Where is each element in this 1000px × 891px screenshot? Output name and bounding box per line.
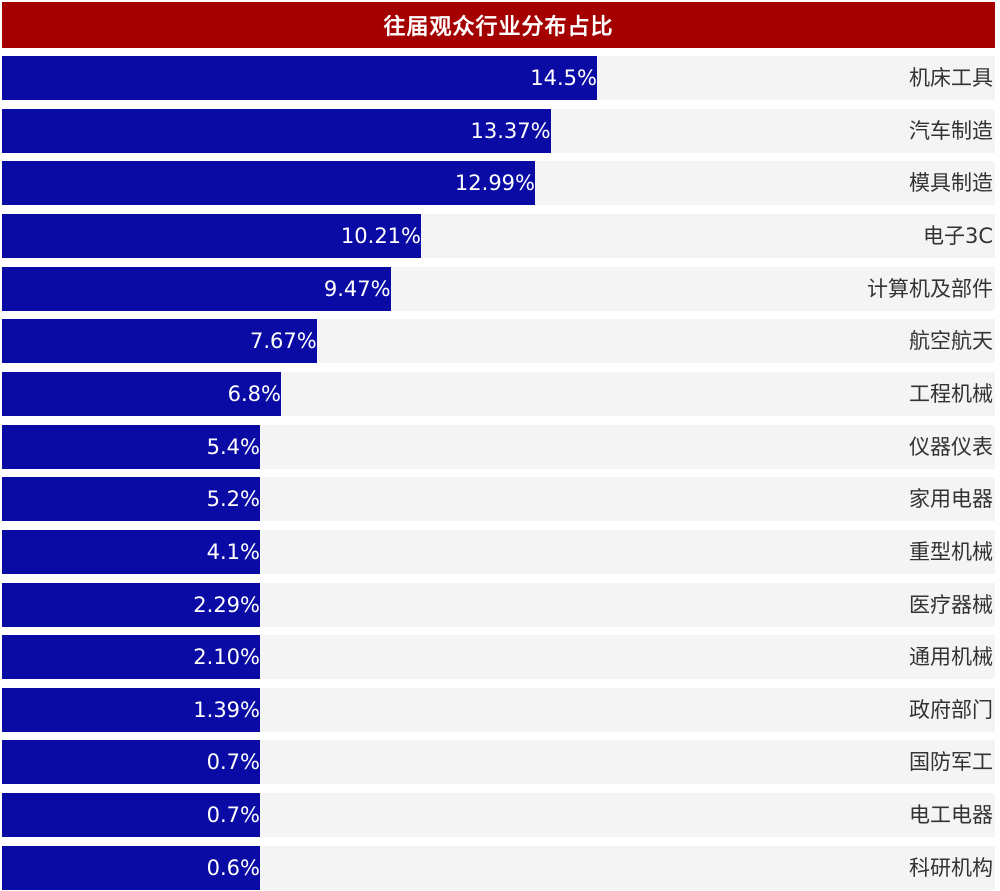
bar [2,266,391,311]
bar [2,582,260,627]
bar-value-label: 13.37% [470,118,551,143]
bar-value-label: 2.29% [193,592,260,617]
category-label: 汽车制造 [909,118,993,143]
bar [2,477,260,522]
bar [2,108,551,153]
category-label: 国防军工 [909,750,993,775]
bar-value-label: 2.10% [193,645,260,670]
bar [2,740,260,785]
category-label: 医疗器械 [909,592,993,617]
bar-value-label: 0.7% [206,803,260,828]
category-label: 工程机械 [909,381,993,406]
bar-value-label: 5.2% [206,487,260,512]
category-label: 家用电器 [909,487,993,512]
bar-value-label: 9.47% [323,276,391,301]
category-label: 模具制造 [909,171,993,196]
bar-row: 4.1% 重型机械 [2,529,995,574]
bar [2,529,260,574]
bar [2,687,260,732]
bar [2,371,281,416]
bar [2,56,597,100]
bar-row: 12.99% 模具制造 [2,161,995,206]
bar-value-label: 5.4% [206,434,260,459]
bar [2,319,317,364]
bar-row: 1.39% 政府部门 [2,687,995,732]
bar-row: 6.8% 工程机械 [2,371,995,416]
bar-row: 14.5% 机床工具 [2,56,995,100]
bar-row: 2.10% 通用机械 [2,635,995,680]
category-label: 仪器仪表 [909,434,993,459]
category-label: 计算机及部件 [867,276,993,301]
bar-value-label: 12.99% [454,171,535,196]
category-label: 机床工具 [909,66,993,90]
category-label: 重型机械 [909,539,993,564]
bar-row: 0.7% 国防军工 [2,740,995,785]
bar-value-label: 4.1% [206,539,260,564]
bar-row: 5.2% 家用电器 [2,477,995,522]
bar-value-label: 1.39% [193,697,260,722]
bar [2,635,260,680]
bar-value-label: 7.67% [249,329,317,354]
bar [2,793,260,838]
bar-value-label: 6.8% [227,381,281,406]
category-label: 科研机构 [909,855,993,880]
bar-row: 10.21% 电子3C [2,213,995,258]
bar [2,845,260,890]
category-label: 航空航天 [909,329,993,354]
bar-value-label: 10.21% [340,223,421,248]
bar-row: 9.47% 计算机及部件 [2,266,995,311]
bar [2,161,535,206]
bar-row: 0.6% 科研机构 [2,845,995,890]
category-label: 电子3C [922,223,993,248]
bar [2,213,421,258]
bar-row: 13.37% 汽车制造 [2,108,995,153]
category-label: 通用机械 [909,645,993,670]
bar-value-label: 0.6% [206,855,260,880]
bar-row: 2.29% 医疗器械 [2,582,995,627]
bar-value-label: 14.5% [530,66,597,90]
bar [2,424,260,469]
category-label: 电工电器 [909,803,993,828]
category-label: 政府部门 [909,697,993,722]
bar-row: 7.67% 航空航天 [2,319,995,364]
chart-title: 往届观众行业分布占比 [2,2,995,48]
bar-row: 0.7% 电工电器 [2,793,995,838]
bar-row: 5.4% 仪器仪表 [2,424,995,469]
bar-value-label: 0.7% [206,750,260,775]
